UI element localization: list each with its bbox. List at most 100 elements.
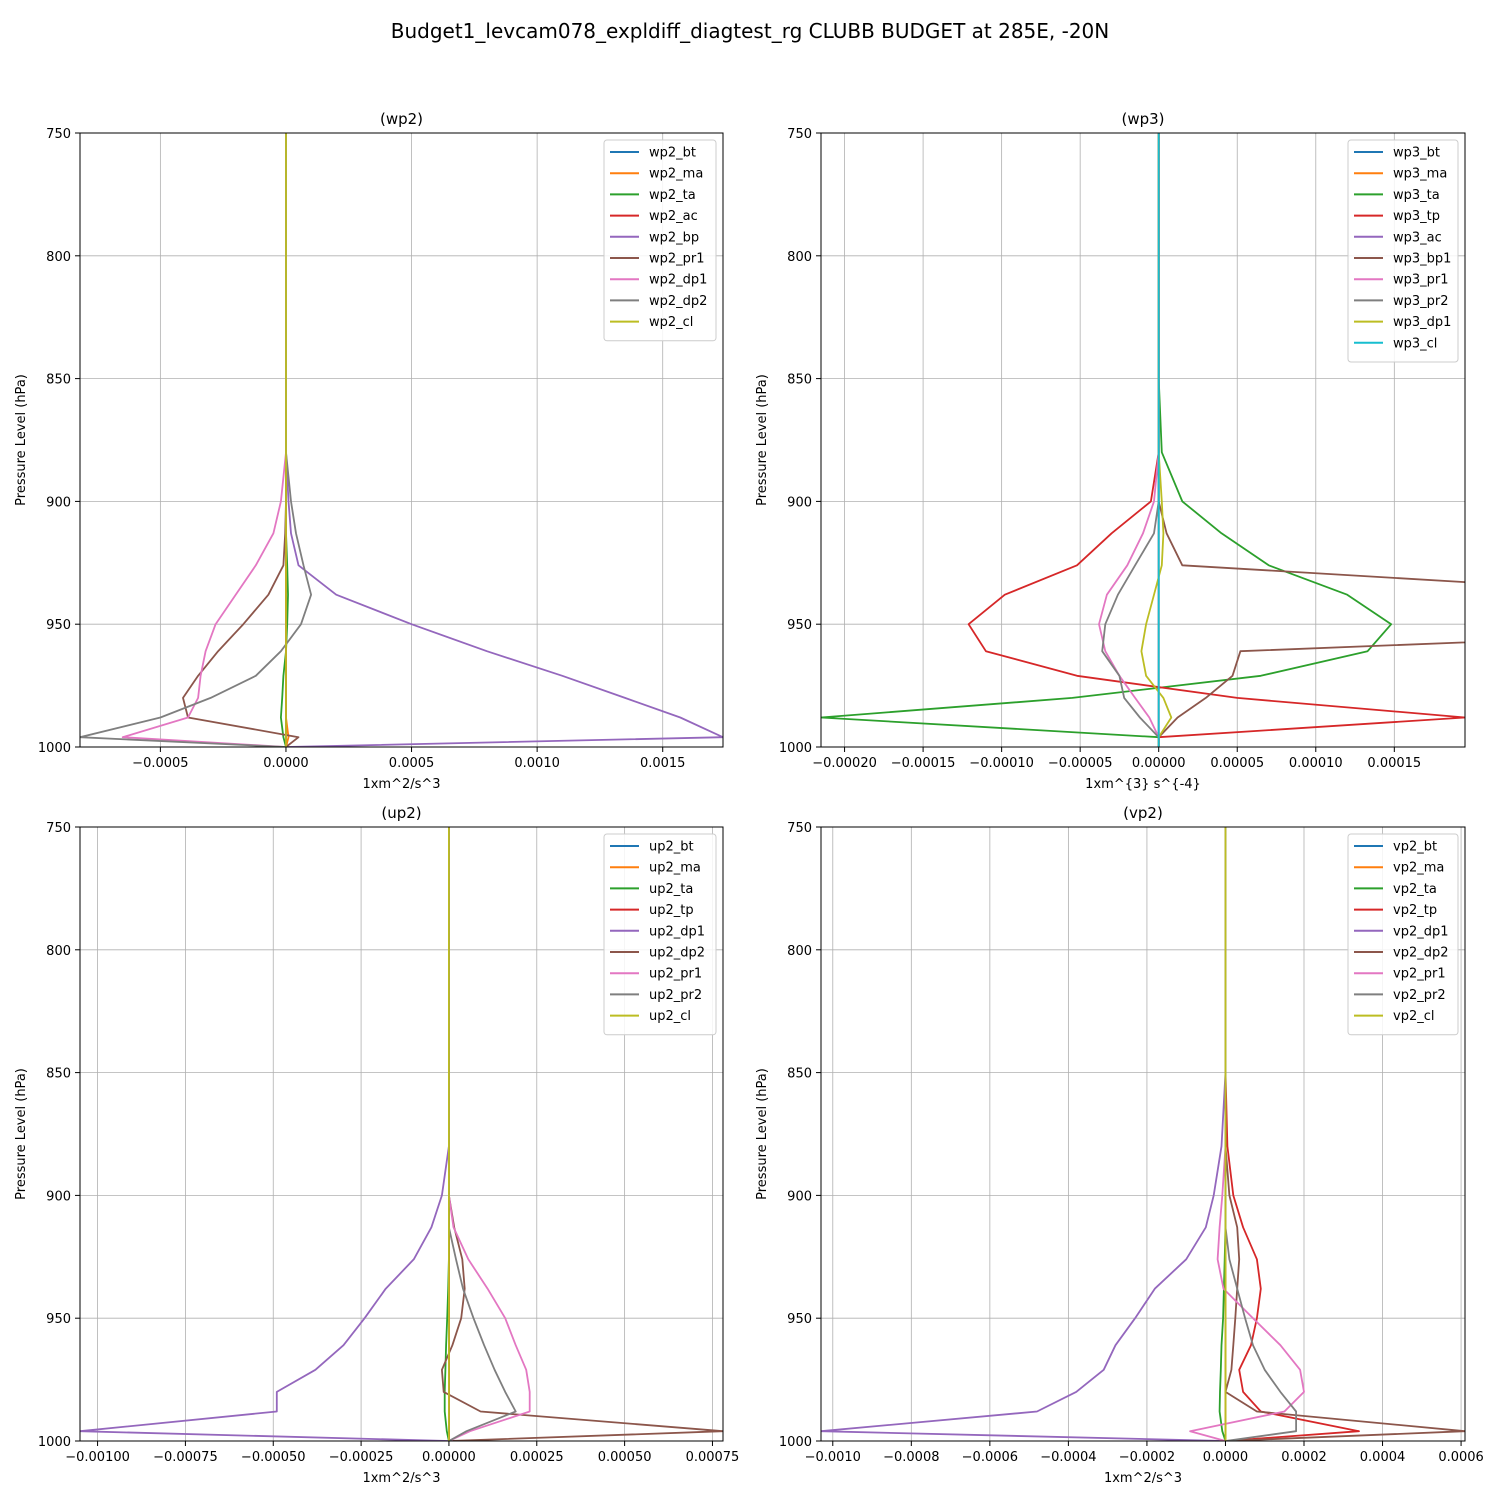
axes-frame (820, 826, 1466, 1442)
y-tick-label: 950 (787, 1312, 812, 1327)
series-line-vp2_dp1 (821, 827, 1227, 1441)
y-tick-label: 900 (787, 1189, 812, 1204)
figure-title: Budget1_levcam078_expldiff_diagtest_rg C… (391, 19, 1110, 43)
series-lines (80, 827, 723, 1441)
y-tick-label: 1000 (38, 1435, 71, 1450)
series-line-wp2_dp1 (121, 133, 287, 747)
legend-label: wp3_cl (1393, 336, 1437, 351)
y-tick-label: 950 (787, 618, 812, 633)
legend-label: wp3_pr2 (1393, 294, 1449, 309)
x-tick-label: −0.00005 (1048, 756, 1113, 771)
x-tick-label: 0.0000 (1203, 1450, 1249, 1465)
panel-title: (up2) (381, 804, 421, 822)
x-axis-label: 1xm^{3} s^{-4} (1085, 777, 1201, 792)
x-tick-label: 0.0000 (263, 756, 309, 771)
x-tick-label: −0.00010 (969, 756, 1034, 771)
y-axis-label: Pressure Level (hPa) (755, 1068, 770, 1200)
x-tick-label: 0.0015 (640, 756, 686, 771)
legend-label: wp2_ta (649, 188, 696, 203)
legend: up2_bt up2_ma up2_ta up2_tp up2_dp1 up2_dp2up… (603, 833, 717, 1036)
legend-label: vp2_dp1 (1393, 924, 1449, 939)
y-axis-label: Pressure Level (hPa) (14, 1068, 29, 1200)
y-tick-label: 750 (787, 821, 812, 836)
legend-label: vp2_tp (1393, 903, 1437, 918)
y-tick-label: 950 (46, 1312, 71, 1327)
axes-frame (79, 826, 724, 1442)
y-tick-label: 1000 (779, 741, 812, 756)
y-tick-label: 800 (46, 944, 71, 959)
legend-label: vp2_dp2 (1393, 946, 1449, 961)
legend-label: wp2_cl (649, 315, 693, 330)
legend: wp3_bt wp3_ma wp3_ta wp3_tp wp3_ac wp3_bp1 wp3… (1347, 139, 1459, 363)
legend-label: wp3_ta (1393, 188, 1440, 203)
legend-label: up2_dp2 (649, 946, 705, 961)
panel-title: (vp2) (1123, 804, 1163, 822)
x-tick-label: 0.00075 (686, 1450, 740, 1465)
series-line-wp3_dp1 (1140, 133, 1173, 747)
legend-label: wp2_dp1 (649, 273, 707, 288)
series-line-vp2_pr2 (1224, 827, 1297, 1441)
panel-title: (wp2) (380, 110, 423, 128)
y-tick-label: 1000 (779, 1435, 812, 1450)
legend-label: vp2_ta (1393, 882, 1437, 897)
legend-label: vp2_pr2 (1393, 988, 1446, 1003)
x-tick-label: 0.00005 (1210, 756, 1264, 771)
x-axis-label: 1xm^2/s^3 (362, 777, 440, 792)
y-tick-label: 800 (787, 944, 812, 959)
legend-label: wp3_tp (1393, 209, 1440, 224)
legend-label: wp2_ma (649, 167, 703, 182)
legend-label: wp3_dp1 (1393, 315, 1451, 330)
y-tick-label: 800 (787, 250, 812, 265)
legend: vp2_bt vp2_ma vp2_ta vp2_tp vp2_dp1 vp2_dp2vp… (1347, 833, 1459, 1036)
y-tick-label: 800 (46, 250, 71, 265)
y-tick-label: 1000 (38, 741, 71, 756)
series-lines (821, 133, 1465, 747)
series-line-up2_pr1 (447, 827, 531, 1441)
x-tick-label: −0.00100 (65, 1450, 130, 1465)
legend-label: vp2_cl (1393, 1009, 1434, 1024)
x-tick-label: 0.0010 (514, 756, 560, 771)
legend-label: wp2_bp (649, 230, 699, 245)
x-axis-label: 1xm^2/s^3 (362, 1471, 440, 1486)
x-tick-label: −0.00020 (812, 756, 877, 771)
series-lines (821, 827, 1465, 1441)
legend-label: up2_cl (649, 1009, 691, 1024)
legend-label: wp2_dp2 (649, 294, 707, 309)
y-tick-label: 900 (46, 1189, 71, 1204)
x-tick-label: −0.00025 (329, 1450, 394, 1465)
series-line-wp2_pr1 (182, 133, 300, 747)
legend-box (1347, 139, 1459, 363)
x-tick-label: −0.00050 (241, 1450, 306, 1465)
legend-label: up2_tp (649, 903, 694, 918)
axes-frame (820, 132, 1466, 748)
legend-label: wp3_ma (1393, 167, 1447, 182)
x-tick-label: −0.00015 (891, 756, 956, 771)
series-line-wp3_ta (821, 133, 1393, 747)
x-tick-label: 0.00050 (598, 1450, 652, 1465)
series-lines (80, 133, 723, 747)
legend-label: wp2_ac (649, 209, 698, 224)
legend-label: up2_bt (649, 840, 694, 855)
y-tick-label: 750 (46, 127, 71, 142)
series-line-vp2_pr1 (1189, 827, 1305, 1441)
y-tick-label: 900 (46, 495, 71, 510)
x-tick-label: −0.0008 (883, 1450, 939, 1465)
legend-label: wp3_bp1 (1393, 252, 1451, 267)
legend-box (1347, 833, 1459, 1036)
x-tick-label: 0.00010 (1289, 756, 1343, 771)
legend-label: up2_pr1 (649, 967, 702, 982)
series-line-wp2_ta (279, 133, 289, 747)
legend-box (603, 139, 717, 342)
y-tick-label: 850 (787, 1067, 812, 1082)
y-axis-label: Pressure Level (hPa) (14, 374, 29, 506)
x-axis-label: 1xm^2/s^3 (1104, 1471, 1182, 1486)
series-line-wp2_dp2 (80, 133, 313, 747)
y-tick-label: 850 (46, 1067, 71, 1082)
panel-title: (wp3) (1121, 110, 1164, 128)
y-tick-label: 950 (46, 618, 71, 633)
legend-label: vp2_pr1 (1393, 967, 1446, 982)
x-tick-label: 0.0004 (1360, 1450, 1406, 1465)
legend-box (603, 833, 717, 1036)
panel-wp3: −0.00020 −0.00015 −0.00010 −0.00005 0.00000 0… (755, 110, 1466, 792)
